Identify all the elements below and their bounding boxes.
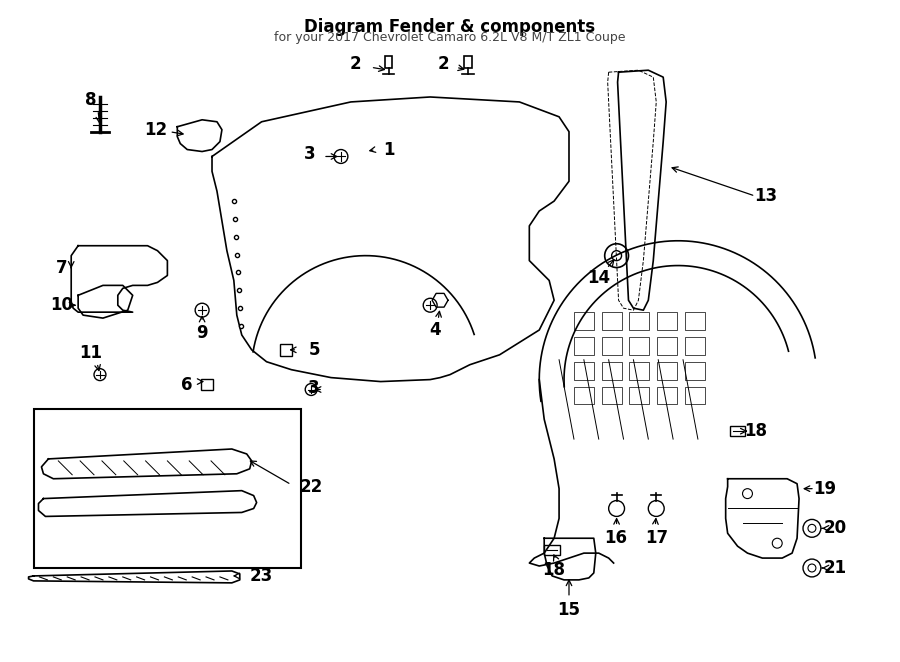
Text: Diagram Fender & components: Diagram Fender & components (304, 18, 596, 36)
Text: 22: 22 (300, 478, 322, 496)
Bar (544, 545, 560, 555)
Text: 13: 13 (754, 187, 777, 205)
Bar (685, 387, 705, 404)
Text: 5: 5 (310, 341, 320, 359)
Text: 23: 23 (249, 567, 273, 585)
Text: 12: 12 (144, 120, 167, 139)
Bar (574, 337, 594, 355)
Bar (602, 361, 622, 379)
Text: 9: 9 (196, 324, 208, 342)
Text: 21: 21 (824, 559, 846, 577)
Text: 2: 2 (350, 55, 362, 73)
Bar (574, 361, 594, 379)
Text: 18: 18 (543, 561, 565, 579)
Bar (657, 337, 677, 355)
Text: 7: 7 (56, 259, 68, 277)
Text: 17: 17 (644, 529, 668, 547)
Bar (629, 337, 649, 355)
Text: 16: 16 (604, 529, 627, 547)
Bar (730, 426, 745, 436)
Bar (574, 387, 594, 404)
Bar (281, 344, 292, 355)
Bar (33, 409, 302, 568)
Bar (629, 361, 649, 379)
Bar (464, 56, 472, 68)
Text: 15: 15 (557, 600, 580, 619)
Text: 2: 2 (437, 55, 449, 73)
Text: 3: 3 (303, 146, 315, 164)
Text: 18: 18 (744, 422, 767, 440)
Bar (629, 312, 649, 330)
Text: 8: 8 (86, 91, 97, 109)
Text: 3: 3 (308, 379, 320, 397)
Bar (201, 379, 213, 391)
Text: 6: 6 (182, 375, 193, 393)
Bar (602, 337, 622, 355)
Text: 11: 11 (79, 344, 103, 362)
Bar (384, 56, 392, 68)
Text: 19: 19 (814, 480, 836, 498)
Bar (629, 387, 649, 404)
Text: 10: 10 (50, 296, 73, 314)
Text: for your 2017 Chevrolet Camaro 6.2L V8 M/T ZL1 Coupe: for your 2017 Chevrolet Camaro 6.2L V8 M… (274, 30, 626, 44)
Bar (602, 387, 622, 404)
Bar (657, 312, 677, 330)
Text: 4: 4 (429, 321, 441, 339)
Bar (685, 312, 705, 330)
Bar (657, 387, 677, 404)
Text: 20: 20 (824, 519, 846, 538)
Bar (685, 337, 705, 355)
Text: 1: 1 (382, 140, 394, 158)
Bar (602, 312, 622, 330)
Text: 14: 14 (587, 269, 610, 287)
Bar (574, 312, 594, 330)
Bar (657, 361, 677, 379)
Bar (685, 361, 705, 379)
